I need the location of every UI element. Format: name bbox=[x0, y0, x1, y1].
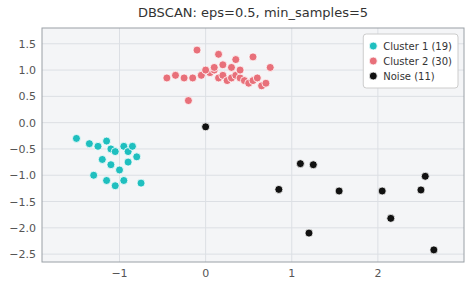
point bbox=[90, 171, 98, 179]
x-tick-label: 0 bbox=[202, 267, 209, 280]
point bbox=[430, 246, 438, 254]
legend-swatch bbox=[369, 72, 377, 80]
grid-line-y bbox=[42, 148, 464, 149]
point bbox=[236, 66, 244, 74]
point bbox=[171, 71, 179, 79]
point bbox=[111, 148, 119, 156]
point bbox=[262, 79, 270, 87]
point bbox=[124, 158, 132, 166]
series bbox=[163, 46, 274, 104]
legend-box bbox=[363, 34, 458, 88]
y-tick-label: −2.5 bbox=[9, 248, 36, 261]
plot-frame bbox=[42, 28, 464, 262]
point bbox=[387, 214, 395, 222]
point bbox=[296, 160, 304, 168]
point bbox=[193, 46, 201, 54]
x-tick-label: −1 bbox=[111, 267, 127, 280]
point bbox=[133, 153, 141, 161]
point bbox=[184, 97, 192, 105]
point bbox=[378, 187, 386, 195]
point bbox=[128, 142, 136, 150]
marks bbox=[72, 46, 437, 254]
point bbox=[103, 137, 111, 145]
y-tick-label: −1.0 bbox=[9, 169, 36, 182]
x-tick-label: 1 bbox=[288, 267, 295, 280]
grid bbox=[42, 28, 464, 262]
point bbox=[202, 123, 210, 131]
y-tick-label: −0.5 bbox=[9, 143, 36, 156]
point bbox=[219, 61, 227, 69]
point bbox=[227, 63, 235, 71]
tick-labels: −1 0 1 2 −2.5 −2.0 −1.5 −1.0 −0.5 0.0 0.5 1.0 1.5 bbox=[9, 38, 381, 280]
point bbox=[305, 229, 313, 237]
grid-line-y bbox=[42, 201, 464, 202]
point bbox=[421, 172, 429, 180]
point bbox=[116, 166, 124, 174]
legend-label: Cluster 1 (19) bbox=[383, 41, 452, 52]
grid-line-y bbox=[42, 122, 464, 123]
point bbox=[215, 50, 223, 58]
point bbox=[253, 74, 261, 82]
point bbox=[85, 140, 93, 148]
chart: −1 0 1 2 −2.5 −2.0 −1.5 −1.0 −0.5 0.0 0.5 1.0 1.5 DBS… bbox=[0, 0, 474, 286]
point bbox=[249, 53, 257, 61]
point bbox=[417, 186, 425, 194]
y-tick-label: 1.5 bbox=[19, 38, 37, 51]
legend: Cluster 1 (19) Cluster 2 (30) Noise (11) bbox=[363, 34, 458, 88]
y-tick-label: 0.5 bbox=[19, 90, 37, 103]
title: DBSCAN: eps=0.5, min_samples=5 bbox=[138, 5, 368, 20]
point bbox=[202, 66, 210, 74]
y-tick-label: −1.5 bbox=[9, 196, 36, 209]
plot-area bbox=[42, 28, 464, 262]
legend-swatch bbox=[369, 57, 377, 65]
point bbox=[335, 187, 343, 195]
point bbox=[137, 179, 145, 187]
point bbox=[266, 63, 274, 71]
legend-swatch bbox=[369, 42, 377, 50]
point bbox=[163, 74, 171, 82]
legend-label: Noise (11) bbox=[383, 71, 435, 82]
point bbox=[107, 161, 115, 169]
point bbox=[103, 176, 111, 184]
grid-line-x bbox=[291, 28, 292, 262]
series bbox=[202, 123, 438, 254]
legend-label: Cluster 2 (30) bbox=[383, 56, 452, 67]
point bbox=[180, 74, 188, 82]
series bbox=[72, 134, 145, 189]
y-tick-label: −2.0 bbox=[9, 222, 36, 235]
grid-line-y bbox=[42, 227, 464, 228]
grid-line-y bbox=[42, 96, 464, 97]
point bbox=[94, 142, 102, 150]
grid-line-x bbox=[205, 28, 206, 262]
y-tick-label: 1.0 bbox=[19, 64, 37, 77]
point bbox=[111, 182, 119, 190]
y-tick-label: 0.0 bbox=[19, 117, 37, 130]
point bbox=[98, 155, 106, 163]
grid-line-y bbox=[42, 175, 464, 176]
point bbox=[232, 56, 240, 64]
x-tick-label: 2 bbox=[374, 267, 381, 280]
point bbox=[210, 63, 218, 71]
point bbox=[120, 176, 128, 184]
point bbox=[189, 74, 197, 82]
point bbox=[275, 185, 283, 193]
point bbox=[72, 134, 80, 142]
grid-line-y bbox=[42, 254, 464, 255]
point bbox=[309, 161, 317, 169]
